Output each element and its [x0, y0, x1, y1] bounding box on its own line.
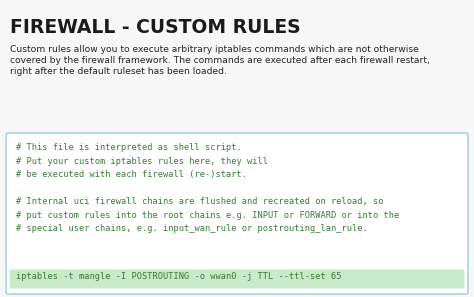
- Text: # special user chains, e.g. input_wan_rule or postrouting_lan_rule.: # special user chains, e.g. input_wan_ru…: [16, 224, 368, 233]
- Text: # Internal uci firewall chains are flushed and recreated on reload, so: # Internal uci firewall chains are flush…: [16, 197, 383, 206]
- Text: # Put your custom iptables rules here, they will: # Put your custom iptables rules here, t…: [16, 157, 268, 165]
- FancyBboxPatch shape: [6, 133, 468, 294]
- Text: # put custom rules into the root chains e.g. INPUT or FORWARD or into the: # put custom rules into the root chains …: [16, 211, 399, 219]
- Text: Custom rules allow you to execute arbitrary iptables commands which are not othe: Custom rules allow you to execute arbitr…: [10, 45, 419, 54]
- Text: iptables -t mangle -I POSTROUTING -o wwan0 -j TTL --ttl-set 65: iptables -t mangle -I POSTROUTING -o wwa…: [16, 272, 341, 281]
- Text: # be executed with each firewall (re-)start.: # be executed with each firewall (re-)st…: [16, 170, 247, 179]
- FancyBboxPatch shape: [9, 269, 465, 288]
- Text: right after the default ruleset has been loaded.: right after the default ruleset has been…: [10, 67, 227, 76]
- Text: covered by the firewall framework. The commands are executed after each firewall: covered by the firewall framework. The c…: [10, 56, 430, 65]
- Text: FIREWALL - CUSTOM RULES: FIREWALL - CUSTOM RULES: [10, 18, 301, 37]
- Text: # This file is interpreted as shell script.: # This file is interpreted as shell scri…: [16, 143, 242, 152]
